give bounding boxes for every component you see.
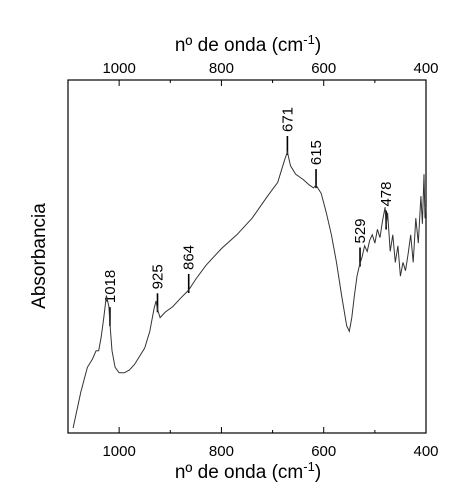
top-axis-title: nº de onda (cm-1) bbox=[175, 32, 321, 56]
peak-label: 478 bbox=[378, 181, 395, 206]
peak-label: 615 bbox=[308, 140, 325, 165]
ticks-layer: 1000 1000 800 800 600 600 400 400 bbox=[67, 60, 439, 460]
plot-frame bbox=[67, 79, 427, 434]
bottom-axis-title: nº de onda (cm-1) bbox=[175, 459, 321, 483]
bottom-x-tick-label: 800 bbox=[209, 443, 234, 460]
peak-label: 1018 bbox=[102, 270, 119, 303]
peak-label: 671 bbox=[279, 107, 296, 132]
peak-label: 925 bbox=[150, 264, 167, 289]
top-x-tick-label: 400 bbox=[413, 60, 438, 77]
top-x-tick-label: 1000 bbox=[102, 60, 135, 77]
top-x-tick-label: 800 bbox=[209, 60, 234, 77]
y-axis-title: Absorbancia bbox=[29, 203, 50, 309]
peak-markers: 1018 925 864 671 615 529 478 bbox=[102, 107, 395, 327]
spectrum-series-line bbox=[72, 150, 427, 429]
bottom-x-tick-label: 1000 bbox=[102, 443, 135, 460]
peak-label: 864 bbox=[181, 245, 198, 270]
peak-label: 529 bbox=[352, 218, 369, 243]
bottom-x-tick-label: 400 bbox=[413, 443, 438, 460]
top-x-tick-label: 600 bbox=[311, 60, 336, 77]
bottom-x-tick-label: 600 bbox=[311, 443, 336, 460]
